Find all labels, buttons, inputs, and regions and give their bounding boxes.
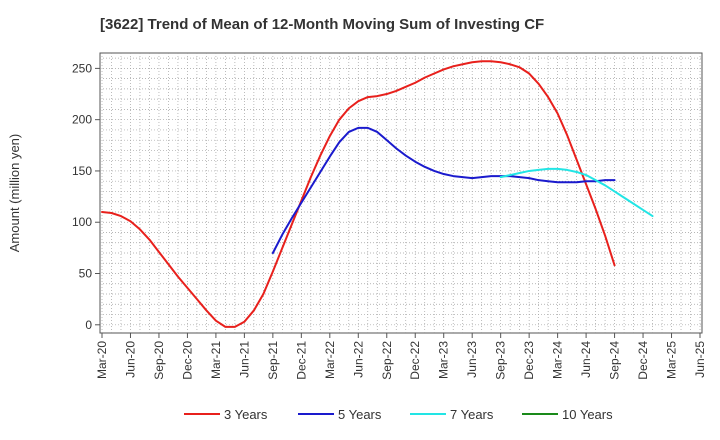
x-tick-label: Jun-20 [123,341,137,378]
x-tick-label: Jun-21 [237,341,251,378]
x-tick-label: Jun-25 [693,341,707,378]
x-axis: Mar-20 Jun-20 Sep-20 Dec-20 Mar-21 Jun-21 Sep-… [95,333,707,380]
x-tick-label: Mar-23 [437,341,451,379]
x-tick-label: Jun-24 [579,341,593,378]
x-tick-label: Dec-21 [294,341,308,380]
x-tick-label: Dec-22 [408,341,422,380]
y-axis-label: Amount (million yen) [7,134,22,253]
y-tick-label: 50 [79,267,93,281]
x-tick-label: Sep-23 [494,341,508,380]
y-tick-label: 0 [85,318,92,332]
y-tick-label: 100 [72,215,92,229]
legend-label-7-years: 7 Years [450,407,494,422]
legend-label-3-years: 3 Years [224,407,268,422]
x-tick-label: Dec-24 [636,341,650,380]
series-line-5-years [271,126,616,254]
plot-area [99,52,703,334]
legend: 3 Years 5 Years 7 Years 10 Years [184,407,613,422]
y-tick-label: 150 [72,164,92,178]
series-line-7-years [499,167,654,218]
x-tick-label: Mar-25 [665,341,679,379]
series-lines [101,60,654,328]
x-tick-label: Sep-21 [266,341,280,380]
x-tick-label: Mar-24 [551,341,565,379]
y-tick-label: 200 [72,113,92,127]
y-tick-label: 250 [72,61,92,75]
x-tick-label: Sep-20 [152,341,166,380]
legend-label-5-years: 5 Years [338,407,382,422]
x-tick-label: Sep-22 [380,341,394,380]
series-line-3-years [101,60,616,328]
x-tick-label: Jun-23 [465,341,479,378]
legend-label-10-years: 10 Years [562,407,613,422]
x-tick-label: Jun-22 [351,341,365,378]
grid [100,53,702,333]
x-tick-label: Sep-24 [608,341,622,380]
x-tick-label: Mar-22 [323,341,337,379]
chart-title: [3622] Trend of Mean of 12-Month Moving … [100,16,544,33]
x-tick-label: Dec-20 [180,341,194,380]
x-tick-label: Dec-23 [522,341,536,380]
x-tick-label: Mar-20 [95,341,109,379]
x-tick-label: Mar-21 [209,341,223,379]
y-axis: 0 50 100 150 200 250 [72,61,100,332]
